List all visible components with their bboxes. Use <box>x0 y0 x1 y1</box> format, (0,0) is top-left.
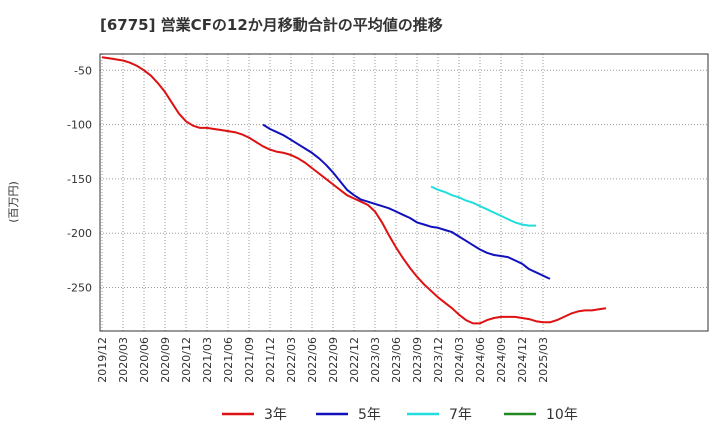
x-tick-label: 2024/06 <box>474 337 487 383</box>
chart-title: [6775] 営業CFの12か月移動合計の平均値の推移 <box>100 16 443 34</box>
x-tick-label: 2024/12 <box>516 337 529 383</box>
y-axis-label: (百万円) <box>7 181 20 223</box>
x-tick-label: 2024/03 <box>453 337 466 383</box>
y-axis: -50 -100 -150 -200 -250 <box>67 64 92 294</box>
x-tick-label: 2023/03 <box>369 337 382 383</box>
x-tick-label: 2020/09 <box>159 337 172 383</box>
x-tick-label: 2021/12 <box>264 337 277 383</box>
x-axis: 2019/12 2020/03 2020/06 2020/09 2020/12 2021/… <box>96 337 550 383</box>
x-tick-label: 2020/12 <box>180 337 193 383</box>
series-line <box>101 56 607 325</box>
x-tick-label: 2022/06 <box>306 337 319 383</box>
x-tick-label: 2023/06 <box>390 337 403 383</box>
x-tick-label: 2022/12 <box>348 337 361 383</box>
x-tick-label: 2022/03 <box>285 337 298 383</box>
x-tick-label: 2023/12 <box>432 337 445 383</box>
x-tick-label: 2021/06 <box>222 337 235 383</box>
legend-label: 3年 <box>264 407 287 423</box>
y-tick-label: -50 <box>74 64 92 77</box>
series-line <box>262 123 551 280</box>
legend-label: 10年 <box>546 407 578 423</box>
x-tick-label: 2021/03 <box>201 337 214 383</box>
legend-label: 5年 <box>358 407 381 423</box>
x-tick-label: 2022/09 <box>327 337 340 383</box>
legend: 3年 5年 7年 10年 <box>222 407 578 423</box>
x-tick-label: 2020/03 <box>117 337 130 383</box>
y-tick-label: -250 <box>67 282 92 295</box>
y-tick-label: -150 <box>67 173 92 186</box>
x-tick-label: 2020/06 <box>138 337 151 383</box>
legend-label: 7年 <box>449 407 472 423</box>
y-tick-label: -200 <box>67 227 92 240</box>
x-tick-label: 2021/09 <box>243 337 256 383</box>
plot-area <box>99 53 709 332</box>
series-line <box>430 185 536 227</box>
x-tick-label: 2019/12 <box>96 337 109 383</box>
grid <box>100 54 708 331</box>
series-lines <box>101 56 607 325</box>
x-tick-label: 2023/09 <box>411 337 424 383</box>
x-tick-label: 2025/03 <box>537 337 550 383</box>
x-tick-label: 2024/09 <box>495 337 508 383</box>
y-tick-label: -100 <box>67 119 92 132</box>
